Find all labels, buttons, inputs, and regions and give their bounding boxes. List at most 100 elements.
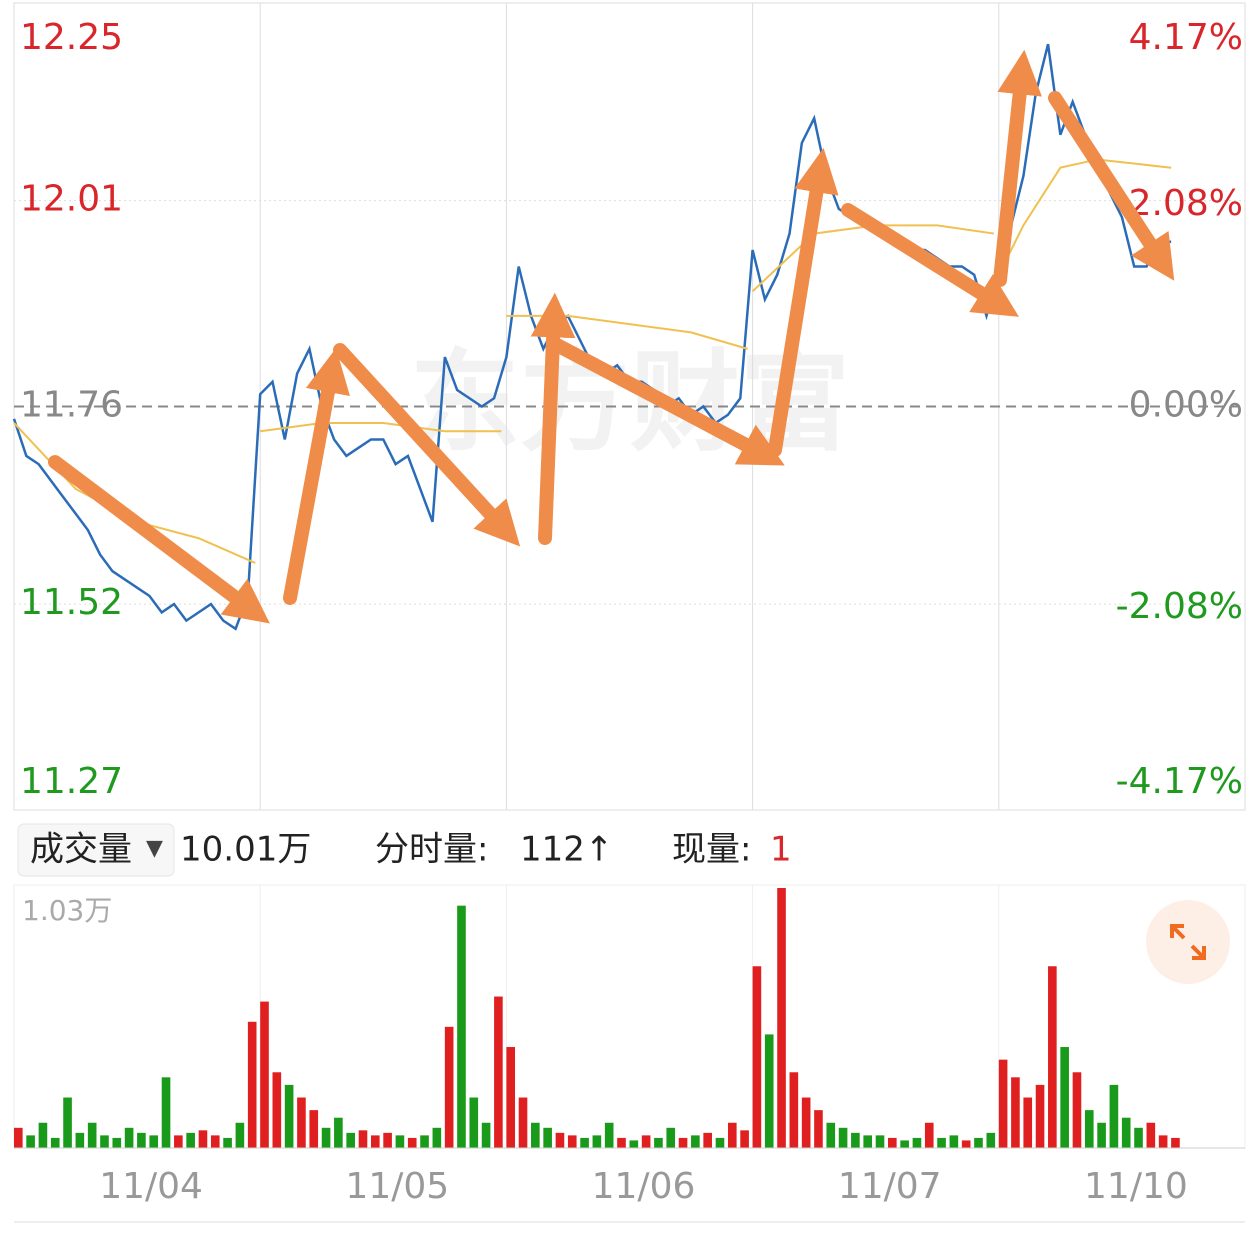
volume-bar	[1121, 1117, 1131, 1148]
volume-bar	[715, 1137, 725, 1148]
volume-dropdown[interactable]	[17, 823, 175, 877]
volume-bar	[457, 905, 466, 1148]
current-volume-value: 1	[770, 830, 792, 870]
y2-tick-label: 4.17%	[1129, 17, 1243, 58]
volume-bar	[137, 1132, 146, 1148]
volume-bar	[1109, 1084, 1119, 1148]
volume-bar	[260, 1001, 269, 1148]
volume-bar	[1084, 1110, 1094, 1148]
volume-bar	[998, 1059, 1008, 1148]
x-tick-label: 11/05	[345, 1166, 449, 1207]
y2-tick-label: 2.08%	[1129, 183, 1243, 224]
volume-bar	[297, 1097, 306, 1148]
volume-bar	[727, 1122, 737, 1148]
volume-bar	[346, 1132, 355, 1148]
volume-bar	[1060, 1047, 1069, 1148]
volume-bar	[420, 1135, 429, 1148]
volume-bar	[100, 1135, 109, 1148]
volume-bar	[961, 1140, 971, 1148]
volume-bar	[1134, 1127, 1143, 1148]
volume-label: 成交量	[30, 830, 132, 870]
price-line	[12, 43, 1172, 631]
volume-bar	[444, 1026, 454, 1148]
volume-bar	[814, 1110, 823, 1148]
volume-bar	[174, 1135, 183, 1148]
volume-bar	[149, 1135, 159, 1148]
volume-bar	[247, 1021, 257, 1148]
volume-bar	[309, 1110, 319, 1148]
y2-tick-label: -2.08%	[1116, 586, 1243, 627]
y-tick-label: 11.27	[20, 761, 123, 802]
volume-bar	[481, 1122, 491, 1148]
volume-bar	[186, 1132, 195, 1148]
current-volume-label: 现量:	[672, 830, 751, 870]
y-tick-label: 12.01	[20, 179, 123, 220]
volume-bar	[863, 1135, 873, 1148]
y-tick-label: 11.52	[20, 582, 123, 623]
volume-bar	[666, 1127, 676, 1148]
volume-bar	[986, 1132, 996, 1148]
volume-bar	[1035, 1084, 1045, 1148]
volume-bar	[1097, 1122, 1106, 1148]
y2-tick-label: -4.17%	[1116, 761, 1243, 802]
volume-bar	[518, 1097, 528, 1148]
volume-bar	[937, 1137, 946, 1148]
volume-bar	[617, 1137, 626, 1148]
volume-bar	[14, 1127, 23, 1148]
volume-bar	[494, 996, 503, 1148]
price-line	[997, 158, 1172, 276]
x-tick-label: 11/06	[592, 1166, 696, 1207]
volume-bar	[875, 1135, 885, 1148]
volume-bar	[198, 1130, 208, 1148]
volume-bar	[1171, 1137, 1180, 1148]
volume-bar	[383, 1132, 392, 1148]
volume-bar	[580, 1137, 589, 1148]
volume-bar	[370, 1135, 380, 1148]
volume-bar	[1011, 1077, 1020, 1148]
volume-bar	[407, 1137, 417, 1148]
volume-bar	[1023, 1097, 1033, 1148]
volume-bar	[161, 1077, 171, 1148]
annotation-arrows	[48, 49, 1175, 624]
dropdown-icon: ▼	[146, 836, 163, 861]
volume-bar	[592, 1135, 602, 1148]
volume-bar	[1158, 1135, 1168, 1148]
volume-bar	[50, 1137, 60, 1148]
volume-bar	[26, 1135, 35, 1148]
volume-bar	[691, 1135, 700, 1148]
volume-bar	[974, 1137, 983, 1148]
volume-bar	[112, 1137, 122, 1148]
volume-bar	[604, 1122, 614, 1148]
volume-bar	[1048, 966, 1057, 1148]
volume-bar	[851, 1132, 860, 1148]
y2-tick-label: 0.00%	[1129, 385, 1243, 426]
volume-bar	[284, 1084, 294, 1148]
y-tick-label: 11.76	[20, 385, 123, 426]
volume-bar	[334, 1117, 343, 1148]
volume-bar	[777, 888, 786, 1148]
minute-volume-label: 分时量:	[375, 830, 488, 870]
volume-bar	[272, 1072, 282, 1148]
volume-bar	[87, 1122, 97, 1148]
total-volume: 10.01万	[180, 830, 311, 870]
volume-bar	[38, 1122, 48, 1148]
minute-volume-value: 112↑	[520, 830, 613, 870]
volume-bar	[789, 1072, 799, 1148]
volume-bar	[703, 1132, 712, 1148]
volume-axis-label: 1.03万	[22, 894, 112, 927]
volume-bar	[395, 1135, 405, 1148]
volume-bar	[912, 1137, 922, 1148]
volume-bar	[124, 1127, 134, 1148]
volume-bar	[1146, 1122, 1156, 1148]
volume-bar	[75, 1132, 85, 1148]
x-tick-label: 11/04	[99, 1166, 203, 1207]
volume-bar	[949, 1135, 959, 1148]
volume-bar	[223, 1137, 232, 1148]
volume-bar	[888, 1137, 897, 1148]
volume-bar	[654, 1137, 663, 1148]
expand-button[interactable]	[1146, 900, 1230, 984]
volume-bar	[358, 1130, 368, 1148]
x-tick-label: 11/10	[1084, 1166, 1188, 1207]
volume-bar	[469, 1097, 479, 1148]
